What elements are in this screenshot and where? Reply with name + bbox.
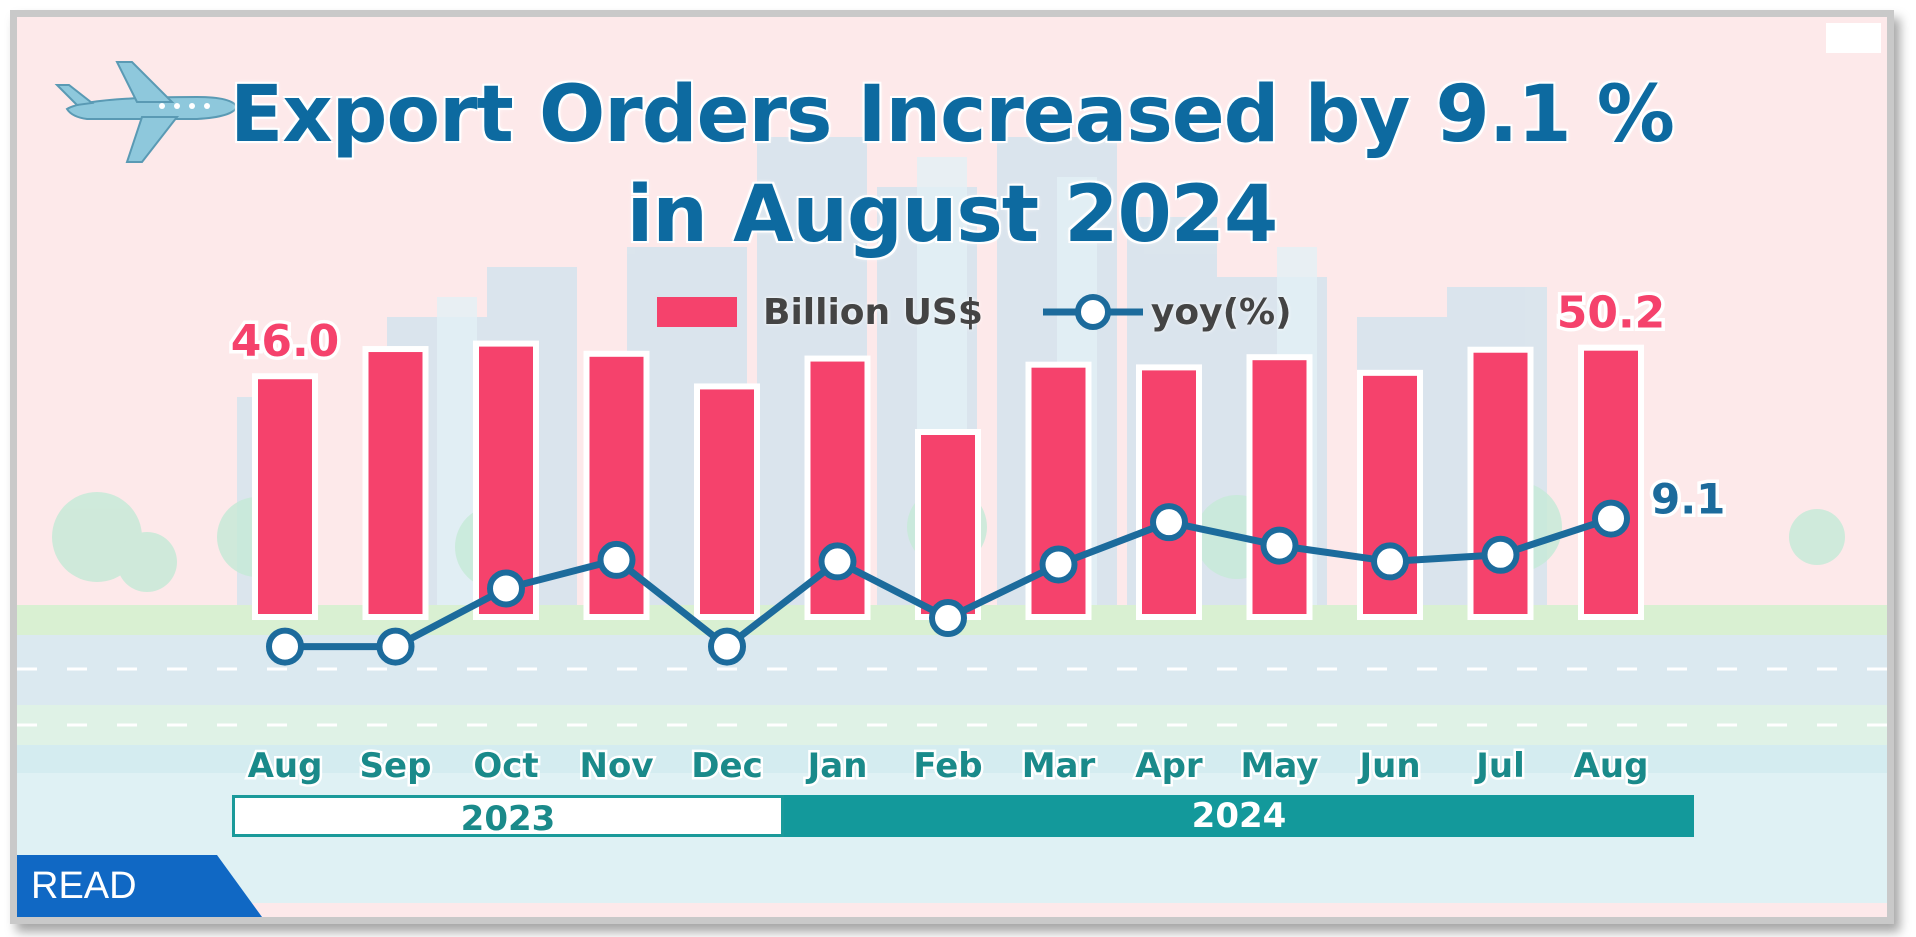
bar-may-9 [1246,354,1313,620]
legend: Billion US$ yoy(%) [657,287,1292,337]
yoy-point-sep-1 [376,627,415,666]
legend-line-label: yoy(%) [1150,291,1292,333]
x-tick-may-9: May [1241,746,1319,786]
airplane-icon [54,61,239,163]
title-line-2: in August 2024 [626,170,1279,260]
x-tick-jun-10: Jun [1357,746,1420,786]
x-tick-dec-4: Dec [691,746,762,786]
x-tick-aug-0: Aug [248,746,323,786]
chart-plot: Aug Sep Oct Nov Dec Jan Feb Mar Apr May Jun Jul Aug 4… [227,284,1729,788]
bar-jul-11 [1467,346,1534,620]
yoy-point-may-9 [1260,526,1299,565]
yoy-point-feb-6 [929,599,967,638]
x-tick-oct-2: Oct [473,746,538,786]
x-tick-nov-3: Nov [580,746,654,786]
yoy-point-jul-11 [1481,535,1520,574]
x-tick-apr-8: Apr [1135,746,1203,786]
x-tick-sep-1: Sep [360,746,432,786]
yoy-point-jun-10 [1371,542,1409,581]
data-label-first-bar: 46.0 [231,316,340,367]
corner-box [1826,23,1881,53]
x-tick-jul-11: Jul [1474,746,1525,786]
chart-title: Export Orders Increased by 9.1 % in Augu… [167,65,1737,265]
bar-nov-3 [583,350,650,620]
title-line-1: Export Orders Increased by 9.1 % [230,70,1675,160]
bar-oct-2 [473,340,539,620]
data-label-last-bar: 50.2 [1557,288,1666,339]
bar-apr-8 [1136,364,1202,620]
read-badge[interactable]: READ [17,855,262,917]
x-tick-jan-5: Jan [806,746,868,786]
year-band-2023: 2023 [232,795,784,839]
data-label-last-yoy: 9.1 [1651,475,1725,524]
bar-dec-4 [694,383,760,620]
yoy-point-aug-12 [1592,499,1630,538]
yoy-point-mar-7 [1039,545,1078,584]
legend-bar-swatch [657,297,737,327]
yoy-point-dec-4 [708,627,746,666]
yoy-point-oct-2 [487,569,525,608]
infographic-frame: Export Orders Increased by 9.1 % in Augu… [10,10,1894,924]
x-tick-mar-7: Mar [1022,746,1096,786]
yoy-point-aug-0 [266,627,304,666]
bar-aug-12 [1578,344,1644,620]
bar-sep-1 [362,346,429,620]
x-tick-feb-6: Feb [913,746,982,786]
yoy-point-nov-3 [597,540,636,579]
yoy-point-apr-8 [1150,503,1188,542]
bar-feb-6 [915,429,981,620]
year-band-2024: 2024 [784,795,1694,837]
legend-bar-label: Billion US$ [763,291,983,333]
bar-aug-0 [252,373,318,620]
bar-jun-10 [1357,369,1423,620]
yoy-point-jan-5 [818,542,857,581]
legend-line-icon [1042,294,1143,330]
x-tick-aug-12: Aug [1574,746,1649,786]
